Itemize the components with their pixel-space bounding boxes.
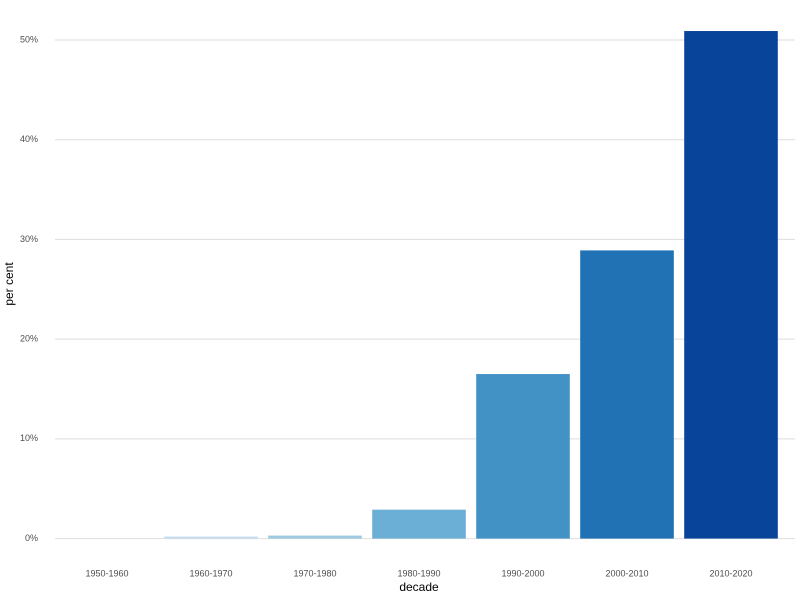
bar — [580, 250, 674, 539]
bar — [164, 536, 258, 539]
y-tick-label: 20% — [20, 334, 38, 344]
y-tick-label: 0% — [25, 533, 38, 543]
x-axis-title: decade — [399, 580, 439, 594]
y-tick-label: 30% — [20, 234, 38, 244]
bar — [372, 509, 466, 539]
y-tick-label: 10% — [20, 433, 38, 443]
x-tick-label: 1950-1960 — [85, 568, 128, 578]
x-tick-label: 1970-1980 — [293, 568, 336, 578]
x-tick-label: 2000-2010 — [605, 568, 648, 578]
bar — [684, 31, 778, 539]
bar — [476, 374, 570, 539]
bar — [268, 535, 362, 539]
y-axis-title: per cent — [2, 262, 16, 306]
x-tick-label: 2010-2020 — [709, 568, 752, 578]
y-tick-label: 40% — [20, 134, 38, 144]
x-tick-label: 1960-1970 — [189, 568, 232, 578]
x-tick-label: 1980-1990 — [397, 568, 440, 578]
x-tick-label: 1990-2000 — [501, 568, 544, 578]
y-tick-label: 50% — [20, 34, 38, 44]
